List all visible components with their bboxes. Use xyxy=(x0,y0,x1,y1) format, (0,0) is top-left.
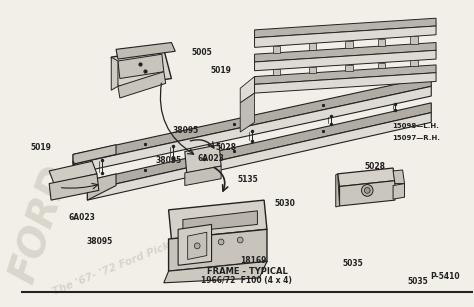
Text: 15097—R.H.: 15097—R.H. xyxy=(392,135,440,141)
Text: 18169: 18169 xyxy=(240,256,266,265)
Text: 5019: 5019 xyxy=(210,66,232,76)
Polygon shape xyxy=(87,174,116,200)
Polygon shape xyxy=(410,36,418,44)
Text: The '67- '72 Ford Pickup Resource: The '67- '72 Ford Pickup Resource xyxy=(51,214,238,297)
Circle shape xyxy=(365,188,370,193)
Polygon shape xyxy=(49,161,97,184)
Text: 1966/72  F100 (4 x 4): 1966/72 F100 (4 x 4) xyxy=(201,276,292,286)
Polygon shape xyxy=(183,211,257,232)
Polygon shape xyxy=(188,232,207,259)
Polygon shape xyxy=(240,93,255,132)
Polygon shape xyxy=(410,60,418,66)
Polygon shape xyxy=(169,229,267,271)
Circle shape xyxy=(194,243,200,249)
Text: P-5410: P-5410 xyxy=(430,271,460,281)
Polygon shape xyxy=(345,65,353,71)
Polygon shape xyxy=(336,174,339,207)
Polygon shape xyxy=(378,63,385,68)
Polygon shape xyxy=(255,18,436,38)
Text: 38095: 38095 xyxy=(155,156,182,165)
Text: FORD: FORD xyxy=(5,161,78,288)
Text: FRAME - TYPICAL: FRAME - TYPICAL xyxy=(207,267,287,276)
Text: 5035: 5035 xyxy=(342,259,363,268)
Polygon shape xyxy=(164,262,267,283)
Circle shape xyxy=(218,239,224,245)
Polygon shape xyxy=(185,166,221,185)
Polygon shape xyxy=(393,170,404,184)
Polygon shape xyxy=(116,43,175,59)
Text: 6A023: 6A023 xyxy=(68,213,95,222)
Polygon shape xyxy=(255,43,436,62)
Polygon shape xyxy=(273,46,280,53)
Polygon shape xyxy=(118,72,166,98)
Polygon shape xyxy=(255,65,436,84)
Polygon shape xyxy=(309,67,317,73)
Circle shape xyxy=(362,185,373,196)
Polygon shape xyxy=(393,184,404,199)
Polygon shape xyxy=(178,224,211,265)
Polygon shape xyxy=(185,145,221,173)
Polygon shape xyxy=(49,174,99,200)
Polygon shape xyxy=(111,49,172,86)
Polygon shape xyxy=(337,168,395,187)
Polygon shape xyxy=(255,73,436,93)
Polygon shape xyxy=(255,26,436,47)
Polygon shape xyxy=(73,86,431,174)
Text: 15098—L.H.: 15098—L.H. xyxy=(392,123,438,129)
Text: 6A023: 6A023 xyxy=(197,154,224,164)
Text: 5028: 5028 xyxy=(365,162,386,171)
Polygon shape xyxy=(240,76,255,103)
Polygon shape xyxy=(339,181,395,206)
Text: 38095: 38095 xyxy=(86,237,112,246)
Polygon shape xyxy=(169,200,267,239)
Polygon shape xyxy=(73,145,116,164)
Polygon shape xyxy=(111,57,118,90)
Text: 5005: 5005 xyxy=(191,49,212,57)
Circle shape xyxy=(237,237,243,243)
Text: 5135: 5135 xyxy=(238,175,259,185)
Polygon shape xyxy=(73,76,431,164)
Text: 5019: 5019 xyxy=(30,142,51,152)
Polygon shape xyxy=(273,69,280,75)
Polygon shape xyxy=(378,39,385,46)
Text: 5028: 5028 xyxy=(215,142,236,152)
Polygon shape xyxy=(345,41,353,48)
Polygon shape xyxy=(309,43,317,50)
Polygon shape xyxy=(87,103,431,190)
Polygon shape xyxy=(118,54,164,79)
Text: 5035: 5035 xyxy=(408,277,428,286)
Polygon shape xyxy=(87,113,431,200)
Text: 38095: 38095 xyxy=(172,126,199,135)
Polygon shape xyxy=(255,50,436,71)
Text: 5030: 5030 xyxy=(274,199,295,208)
